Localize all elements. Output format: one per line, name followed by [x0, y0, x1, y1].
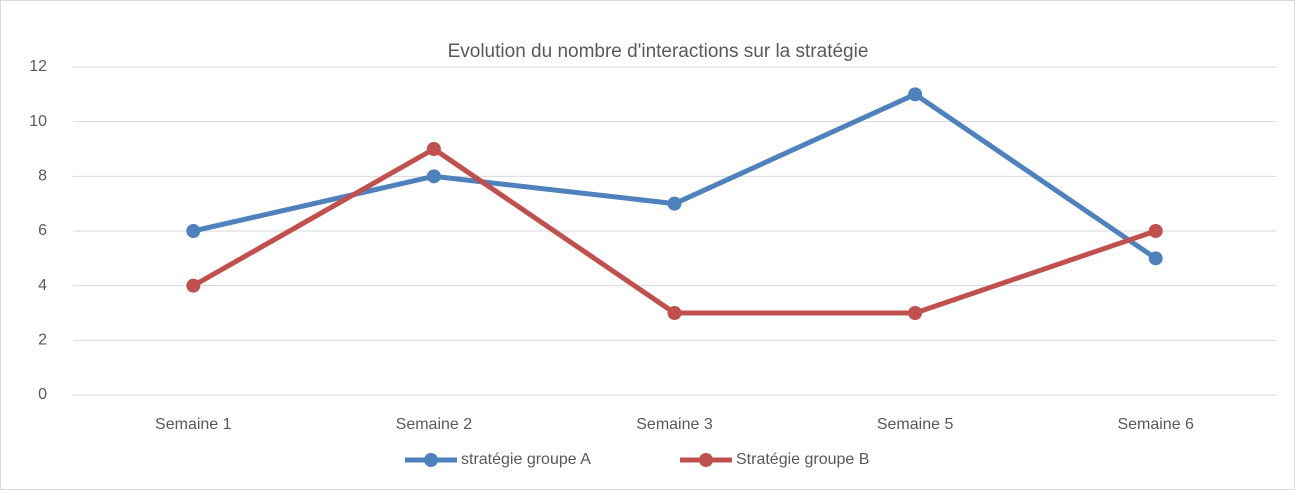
series-marker [186, 278, 201, 293]
series-marker [426, 142, 441, 156]
series-marker [426, 169, 441, 184]
x-tick-label: Semaine 1 [155, 416, 232, 433]
y-tick-label: 0 [38, 386, 47, 403]
x-tick-label: Semaine 6 [1117, 416, 1194, 433]
x-tick-label: Semaine 3 [636, 416, 713, 433]
chart-title: Evolution du nombre d'interactions sur l… [448, 41, 869, 62]
y-tick-label: 6 [38, 222, 47, 239]
legend-marker [699, 453, 713, 467]
series-marker [908, 306, 923, 320]
legend-marker [424, 453, 438, 467]
y-tick-label: 10 [29, 113, 47, 130]
legend-label: stratégie groupe A [461, 451, 591, 468]
series-marker [908, 87, 923, 102]
series-marker [186, 224, 201, 238]
y-tick-label: 12 [29, 58, 47, 75]
y-tick-label: 2 [38, 332, 47, 349]
legend-label: Stratégie groupe B [736, 451, 869, 468]
series-marker [667, 306, 682, 320]
series-marker [667, 196, 682, 211]
y-tick-label: 8 [38, 168, 47, 185]
series-marker [1148, 251, 1163, 266]
series-marker [1148, 224, 1163, 238]
y-tick-label: 4 [38, 277, 47, 294]
x-tick-label: Semaine 2 [396, 416, 473, 433]
x-tick-label: Semaine 5 [877, 416, 954, 433]
